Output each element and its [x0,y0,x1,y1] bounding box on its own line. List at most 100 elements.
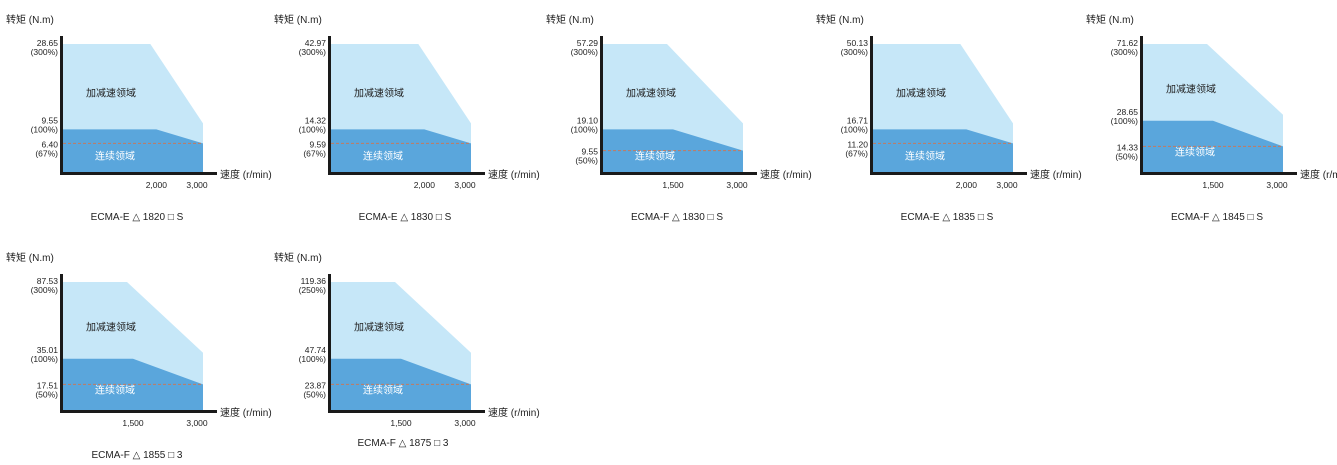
continuous_end_torque-label: 14.33 [1117,142,1139,152]
chart-title: ECMA-E △ 1835 □ S [901,212,994,223]
continuous_end_torque-label: 9.55 [581,147,598,157]
torque-speed-chart: 转矩 (N.m) 速度 (r/min) 87.53(300%) 35.01(100%)… [6,251,272,461]
continuous-region [63,129,203,172]
x-axis-label: 速度 (r/min) [220,406,272,419]
chart-title: ECMA-E △ 1830 □ S [359,212,452,223]
peak_torque-label: 57.29 [577,38,599,48]
y-axis-label: 转矩 (N.m) [274,13,322,26]
rated_torque-label: 16.71 [847,115,869,125]
torque-speed-chart: 转矩 (N.m) 速度 (r/min) 42.97(300%) 14.32(100%)… [274,13,540,223]
y-axis-label: 转矩 (N.m) [6,251,54,264]
rated-speed-tick-label: 1,500 [122,418,144,428]
accel-region-label: 加减速领域 [354,87,404,100]
y-axis-label: 转矩 (N.m) [6,13,54,26]
y-axis [600,36,603,175]
continuous-region-label: 连续领域 [95,383,135,396]
chart-title: ECMA-E △ 1820 □ S [91,212,184,223]
x-axis-label: 速度 (r/min) [1030,168,1082,181]
y-axis-label: 转矩 (N.m) [1086,13,1134,26]
x-axis [60,172,217,175]
peak_torque-pct-label: (300%) [841,47,869,57]
torque-speed-chart: 转矩 (N.m) 速度 (r/min) 119.36(250%) 47.74(100%… [274,251,540,449]
torque-speed-chart: 转矩 (N.m) 速度 (r/min) 50.13(300%) 16.71(100%)… [816,13,1082,223]
rated_torque-pct-label: (100%) [299,354,327,364]
continuous_end_torque-pct-label: (50%) [575,156,598,166]
x-axis [1140,172,1297,175]
rated_torque-label: 28.65 [1117,107,1139,117]
torque-speed-chart: 转矩 (N.m) 速度 (r/min) 71.62(300%) 28.65(100%)… [1086,13,1337,223]
max-speed-tick-label: 3,000 [186,180,208,190]
rated-speed-tick-label: 1,500 [662,180,684,190]
continuous-region-label: 连续领域 [95,150,135,163]
y-axis [328,36,331,175]
y-axis-label: 转矩 (N.m) [274,251,322,264]
accel-region-label: 加减速领域 [354,320,404,333]
accel-region-label: 加减速领域 [1166,82,1216,95]
accel-region-label: 加减速领域 [86,320,136,333]
continuous_end_torque-label: 11.20 [847,139,868,149]
chart-title: ECMA-F △ 1845 □ S [1171,212,1263,223]
x-axis-label: 速度 (r/min) [488,168,540,181]
accel-region-label: 加减速领域 [86,87,136,100]
max-speed-tick-label: 3,000 [1266,180,1288,190]
continuous-region-label: 连续领域 [363,383,403,396]
rated-speed-tick-label: 2,000 [956,180,978,190]
rated_torque-label: 19.10 [577,115,599,125]
y-axis [1140,36,1143,175]
x-axis-label: 速度 (r/min) [220,168,272,181]
continuous_end_torque-pct-label: (67%) [35,148,58,158]
peak_torque-label: 28.65 [37,38,59,48]
x-axis [600,172,757,175]
max-speed-tick-label: 3,000 [454,418,476,428]
continuous-region [331,129,471,172]
x-axis [328,172,485,175]
rated-speed-tick-label: 1,500 [390,418,412,428]
rated_torque-pct-label: (100%) [31,354,59,364]
continuous_end_torque-label: 17.51 [37,380,59,390]
x-axis-label: 速度 (r/min) [760,168,812,181]
rated_torque-pct-label: (100%) [841,124,869,134]
torque-speed-chart: 转矩 (N.m) 速度 (r/min) 28.65(300%) 9.55(100%) 6… [6,13,272,223]
continuous_end_torque-label: 9.59 [309,139,326,149]
max-speed-tick-label: 3,000 [996,180,1018,190]
continuous-region-label: 连续领域 [363,150,403,163]
rated_torque-pct-label: (100%) [1111,116,1139,126]
continuous_end_torque-pct-label: (50%) [35,389,58,399]
continuous_end_torque-pct-label: (67%) [303,148,326,158]
peak_torque-pct-label: (300%) [571,47,599,57]
rated_torque-label: 35.01 [37,345,59,355]
peak_torque-pct-label: (300%) [31,47,59,57]
continuous-region [873,129,1013,172]
continuous_end_torque-pct-label: (67%) [845,148,868,158]
continuous-region-label: 连续领域 [905,150,945,163]
continuous_end_torque-label: 23.87 [305,380,327,390]
x-axis [870,172,1027,175]
x-axis-label: 速度 (r/min) [1300,168,1337,181]
y-axis [870,36,873,175]
rated_torque-label: 14.32 [305,115,327,125]
chart-title: ECMA-F △ 1875 □ 3 [358,438,449,449]
peak_torque-pct-label: (250%) [299,285,327,295]
x-axis-label: 速度 (r/min) [488,406,540,419]
y-axis [328,274,331,413]
rated-speed-tick-label: 2,000 [146,180,168,190]
continuous-region-label: 连续领域 [635,150,675,163]
continuous_end_torque-label: 6.40 [41,139,58,149]
rated_torque-pct-label: (100%) [31,124,59,134]
peak_torque-pct-label: (300%) [1111,47,1139,57]
y-axis [60,274,63,413]
peak_torque-pct-label: (300%) [299,47,327,57]
x-axis [328,410,485,413]
torque-speed-chart: 转矩 (N.m) 速度 (r/min) 57.29(300%) 19.10(100%)… [546,13,812,223]
peak_torque-label: 87.53 [37,276,59,286]
rated-speed-tick-label: 1,500 [1202,180,1224,190]
continuous-region-label: 连续领域 [1175,145,1215,158]
chart-title: ECMA-F △ 1830 □ S [631,212,723,223]
accel-region-label: 加减速领域 [626,87,676,100]
rated_torque-label: 47.74 [305,345,327,355]
rated_torque-label: 9.55 [41,115,58,125]
peak_torque-label: 71.62 [1117,38,1139,48]
y-axis-label: 转矩 (N.m) [546,13,594,26]
